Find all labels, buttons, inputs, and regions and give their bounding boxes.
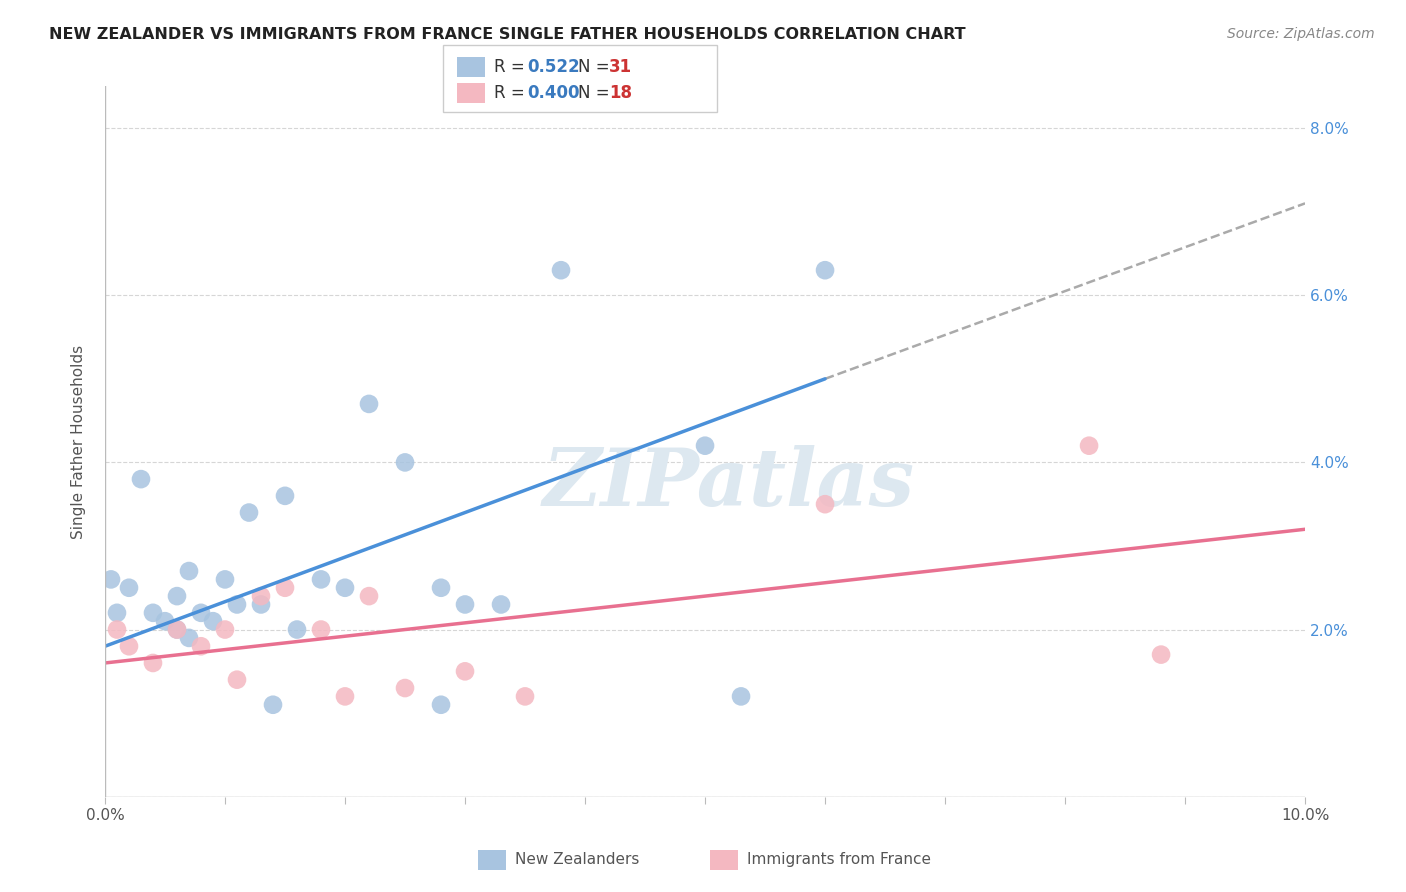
Text: R =: R =	[494, 84, 530, 102]
Point	[177, 631, 200, 645]
Text: 0.400: 0.400	[527, 84, 579, 102]
Point	[129, 472, 152, 486]
Point	[214, 573, 236, 587]
Point	[394, 681, 416, 695]
Text: N =: N =	[578, 84, 614, 102]
Point	[190, 606, 212, 620]
Y-axis label: Single Father Households: Single Father Households	[72, 344, 86, 539]
Text: 31: 31	[609, 58, 631, 76]
Text: New Zealanders: New Zealanders	[515, 853, 638, 867]
Point	[333, 581, 356, 595]
Point	[166, 623, 188, 637]
Point	[214, 623, 236, 637]
Point	[226, 598, 249, 612]
Point	[100, 573, 122, 587]
Point	[550, 263, 572, 277]
Point	[693, 439, 716, 453]
Point	[166, 623, 188, 637]
Point	[105, 623, 128, 637]
Point	[1150, 648, 1173, 662]
Text: Immigrants from France: Immigrants from France	[747, 853, 931, 867]
Text: R =: R =	[494, 58, 530, 76]
Point	[226, 673, 249, 687]
Point	[262, 698, 284, 712]
Point	[814, 263, 837, 277]
Point	[118, 581, 141, 595]
Point	[142, 606, 165, 620]
Point	[454, 665, 477, 679]
Point	[142, 656, 165, 670]
Point	[274, 581, 297, 595]
Text: NEW ZEALANDER VS IMMIGRANTS FROM FRANCE SINGLE FATHER HOUSEHOLDS CORRELATION CHA: NEW ZEALANDER VS IMMIGRANTS FROM FRANCE …	[49, 27, 966, 42]
Point	[513, 690, 536, 704]
Point	[285, 623, 308, 637]
Point	[357, 589, 380, 603]
Point	[238, 506, 260, 520]
Point	[430, 698, 453, 712]
Point	[730, 690, 752, 704]
Point	[814, 497, 837, 511]
Point	[250, 598, 273, 612]
Point	[333, 690, 356, 704]
Text: 18: 18	[609, 84, 631, 102]
Point	[309, 623, 332, 637]
Text: Source: ZipAtlas.com: Source: ZipAtlas.com	[1227, 27, 1375, 41]
Point	[430, 581, 453, 595]
Point	[105, 606, 128, 620]
Point	[177, 564, 200, 578]
Point	[153, 614, 176, 628]
Point	[118, 640, 141, 654]
Text: ZIPatlas: ZIPatlas	[543, 445, 915, 523]
Point	[166, 589, 188, 603]
Point	[1078, 439, 1101, 453]
Point	[394, 455, 416, 469]
Point	[201, 614, 224, 628]
Point	[454, 598, 477, 612]
Text: N =: N =	[578, 58, 614, 76]
Text: 0.522: 0.522	[527, 58, 579, 76]
Point	[489, 598, 512, 612]
Point	[190, 640, 212, 654]
Point	[309, 573, 332, 587]
Point	[357, 397, 380, 411]
Point	[274, 489, 297, 503]
Point	[250, 589, 273, 603]
